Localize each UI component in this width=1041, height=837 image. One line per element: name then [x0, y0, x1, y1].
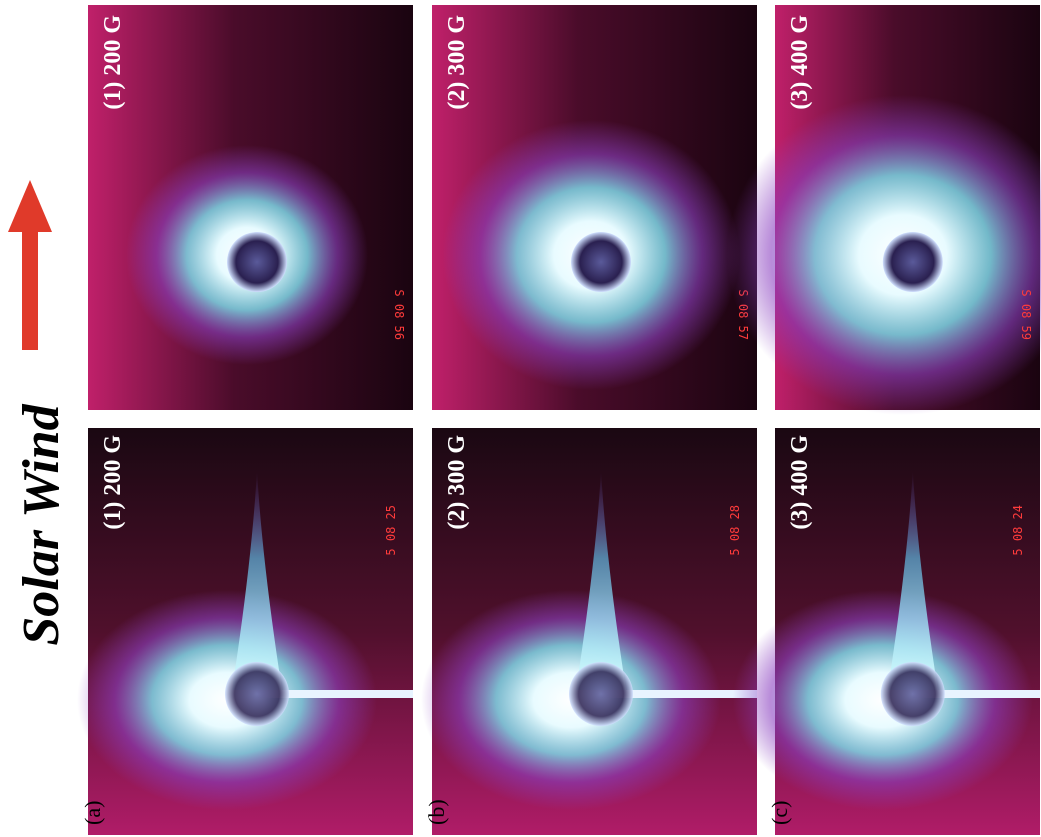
timestamp: S 08 59: [1019, 289, 1033, 340]
timestamp: S 08 56: [392, 289, 406, 340]
figure-title: Solar Wind: [13, 403, 70, 645]
timestamp: 5 08 28: [728, 505, 742, 556]
panel-label: (b): [424, 799, 449, 825]
panel-caption: (1) 200 G: [100, 435, 126, 530]
sphere: [881, 662, 945, 726]
panel-caption: (3) 400 G: [787, 435, 813, 530]
sphere: [227, 232, 287, 292]
solar-wind-arrow: [8, 180, 52, 350]
sphere: [569, 662, 633, 726]
panel-caption: (2) 300 G: [444, 15, 470, 110]
sphere: [225, 662, 289, 726]
sphere: [883, 232, 943, 292]
panel-caption: (3) 400 G: [787, 15, 813, 110]
panel-caption: (2) 300 G: [444, 435, 470, 530]
panel-label: (a): [80, 801, 105, 825]
figure: Solar Wind (a) (1) 200 G (1) 200 G 5 08 25 S…: [0, 0, 1041, 837]
timestamp: 5 08 25: [384, 505, 398, 556]
timestamp: 5 08 24: [1011, 505, 1025, 556]
panel-caption: (1) 200 G: [100, 15, 126, 110]
panel-label: (c): [767, 801, 792, 825]
sphere: [571, 232, 631, 292]
